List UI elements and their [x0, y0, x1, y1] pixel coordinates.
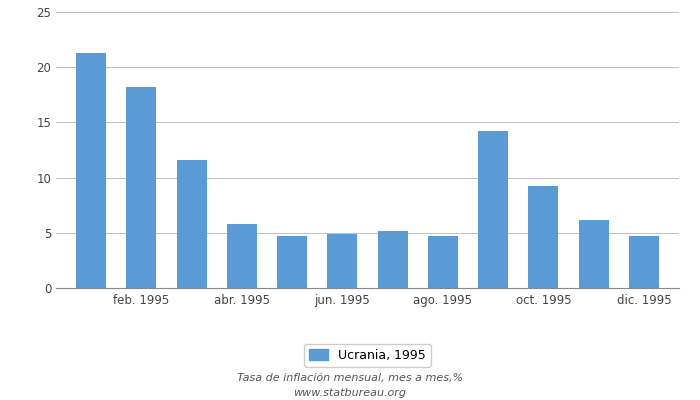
Bar [277, 236, 307, 288]
Bar [629, 236, 659, 288]
Bar [227, 224, 257, 288]
Bar [578, 220, 609, 288]
Bar [528, 186, 559, 288]
Bar [478, 131, 508, 288]
Bar [126, 87, 157, 288]
Legend: Ucrania, 1995: Ucrania, 1995 [304, 344, 430, 367]
Text: Tasa de inflación mensual, mes a mes,%: Tasa de inflación mensual, mes a mes,% [237, 373, 463, 383]
Bar [76, 53, 106, 288]
Bar [328, 234, 358, 288]
Bar [377, 230, 407, 288]
Text: www.statbureau.org: www.statbureau.org [293, 388, 407, 398]
Bar [428, 236, 458, 288]
Bar [176, 160, 206, 288]
